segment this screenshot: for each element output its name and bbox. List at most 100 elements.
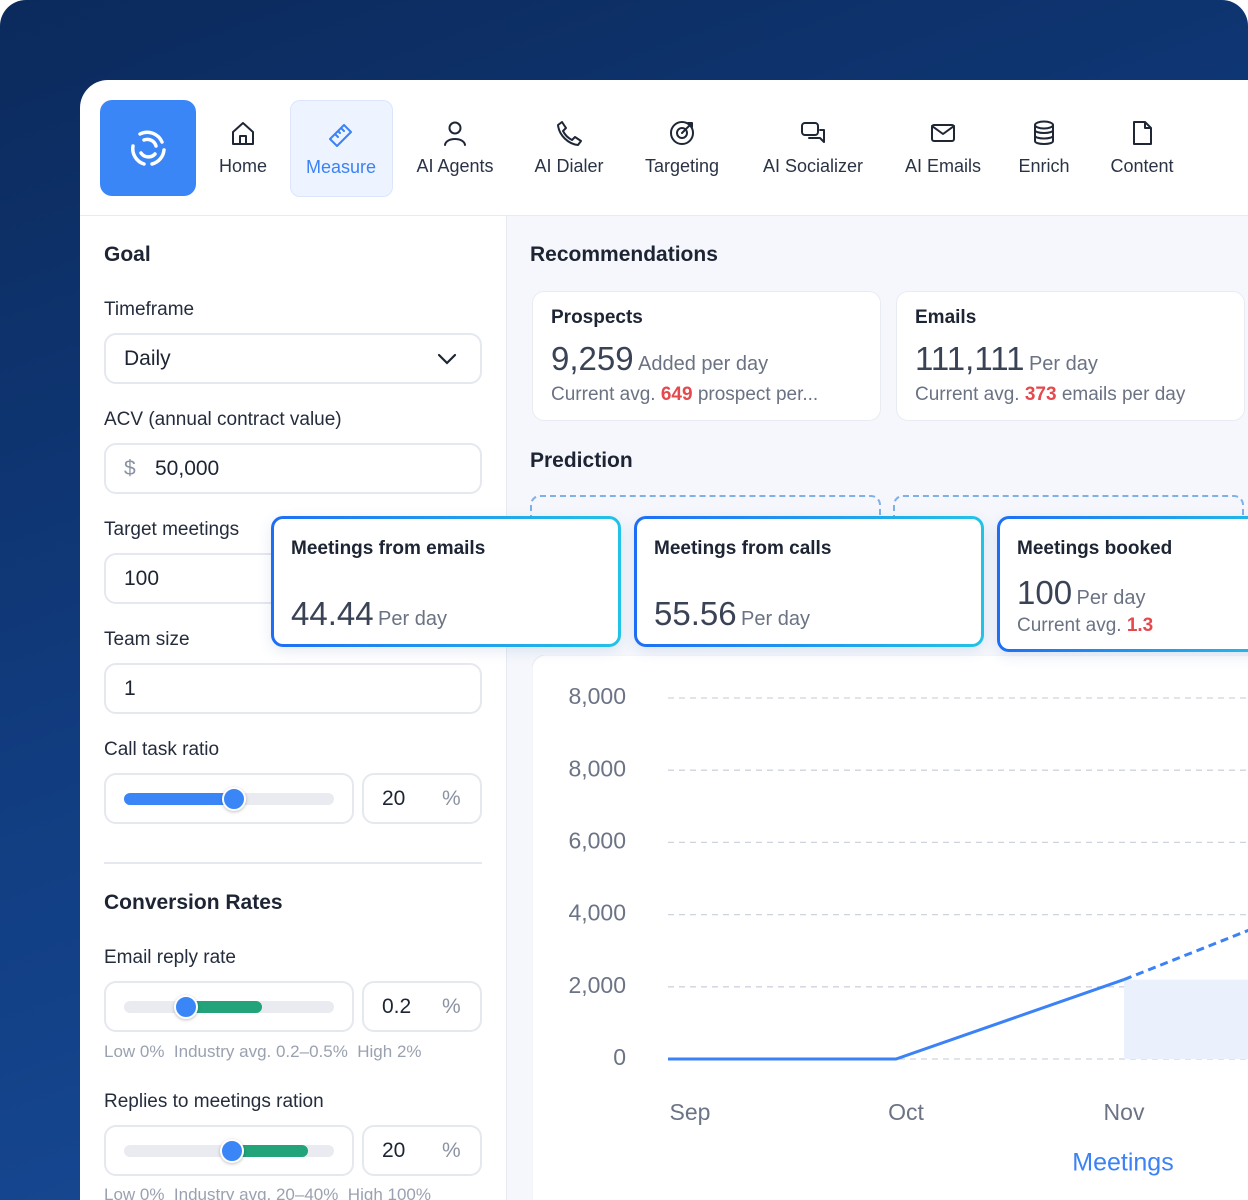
divider: [80, 215, 1248, 216]
field-label: ACV (annual contract value): [104, 409, 342, 430]
card-title: Meetings from emails: [291, 538, 486, 559]
input-value: 0.2: [382, 995, 412, 1018]
nav-item[interactable]: Measure: [289, 100, 393, 197]
field-label: Replies to meetings ration: [104, 1091, 324, 1112]
card-unit: Per day: [1076, 587, 1146, 609]
slider-thumb[interactable]: [220, 1139, 244, 1163]
nav-item[interactable]: AI Socializer: [758, 100, 868, 195]
chart: 0 2,000 4,000 6,000 8,000 8,000 Sep Oct Nov Meeti…: [532, 655, 1248, 1200]
avg-prefix: Current avg.: [915, 384, 1020, 405]
unit: %: [442, 995, 461, 1018]
card-unit: Per day: [378, 608, 447, 630]
nav-label: Home: [218, 156, 267, 176]
nav-item[interactable]: Home: [188, 100, 298, 195]
nav-label: Targeting: [644, 156, 720, 176]
prediction-card: Meetings booked 100 Per day Current avg.…: [997, 516, 1248, 652]
nav-label: Content: [1110, 156, 1174, 176]
card-value-row: 111,111 Per day: [915, 340, 1098, 378]
prediction-card: Meetings from calls 55.56 Per day: [634, 516, 984, 647]
chart-card: [532, 655, 1248, 1200]
field-label: Timeframe: [104, 299, 195, 320]
select-value: Daily: [124, 347, 171, 370]
slider-thumb[interactable]: [174, 995, 198, 1019]
field-label: Team size: [104, 629, 190, 650]
nav-item[interactable]: Enrich: [989, 100, 1099, 195]
card-unit: Per day: [1028, 353, 1098, 375]
line-forecast: [1123, 928, 1248, 981]
y-tick-label: 2,000: [568, 972, 626, 998]
input[interactable]: 0.2 %: [362, 981, 482, 1032]
logo-icon: [131, 130, 166, 166]
slider[interactable]: [104, 1125, 354, 1176]
nav-label: AI Socializer: [762, 156, 864, 176]
slider[interactable]: [104, 981, 354, 1032]
avg-value: 1.3: [1126, 615, 1154, 636]
nav-item[interactable]: Content: [1087, 100, 1197, 195]
card-title: Emails: [915, 307, 977, 328]
nav-item[interactable]: AI Dialer: [514, 100, 624, 195]
nav-label: Measure: [305, 157, 377, 177]
section-title: Goal: [104, 243, 151, 266]
card-average: Current avg. 1.3: [1017, 615, 1153, 637]
x-tick-label: Nov: [1104, 1099, 1145, 1125]
card-value-row: 9,259 Added per day: [551, 340, 768, 378]
nav-label: AI Agents: [416, 156, 494, 176]
card-title: Meetings from calls: [654, 538, 832, 559]
nav-item[interactable]: Targeting: [627, 100, 737, 195]
slider[interactable]: [104, 773, 354, 824]
nav-item[interactable]: AI Emails: [888, 100, 998, 195]
hint: Low 0% Industry avg. 0.2–0.5% High 2%: [104, 1042, 422, 1061]
y-tick-label: 8,000: [568, 755, 626, 781]
card-average: Current avg. 373 emails per day: [915, 384, 1185, 406]
nav-icon: [801, 122, 825, 143]
y-tick-label: 8,000: [568, 683, 626, 709]
input-value: 20: [382, 787, 406, 810]
select[interactable]: Daily: [104, 333, 482, 384]
section-title: Conversion Rates: [104, 891, 283, 914]
avg-prefix: Current avg.: [1017, 615, 1122, 636]
field-label: Call task ratio: [104, 739, 220, 760]
nav-label: AI Dialer: [534, 156, 604, 176]
chevron: [437, 353, 457, 365]
nav-icon: [557, 121, 582, 146]
avg-suffix: emails per day: [1061, 384, 1186, 405]
recommendation-card: Prospects 9,259 Added per day Current av…: [532, 291, 881, 421]
avg-value: 373: [1024, 384, 1057, 405]
field-label: Email reply rate: [104, 947, 236, 968]
card-value: 9,259: [551, 340, 634, 377]
card-average: Current avg. 649 prospect per...: [551, 384, 818, 406]
field-label: Target meetings: [104, 519, 240, 540]
input[interactable]: $ 50,000: [104, 443, 482, 494]
nav-icon: [232, 122, 254, 145]
input[interactable]: 20 %: [362, 1125, 482, 1176]
y-tick-label: 6,000: [568, 827, 626, 853]
section-title: Prediction: [530, 449, 633, 472]
currency: $: [124, 457, 136, 480]
slider-thumb[interactable]: [222, 787, 246, 811]
input[interactable]: 20 %: [362, 773, 482, 824]
placeholder-outline: [893, 495, 1244, 525]
nav-icon: [329, 124, 352, 147]
avg-suffix: prospect per...: [697, 384, 819, 405]
input-value: 20: [382, 1139, 406, 1162]
card-unit: Added per day: [638, 353, 769, 375]
hint: Low 0% Industry avg. 20–40% High 100%: [104, 1185, 431, 1200]
forecast-region: [1124, 979, 1248, 1059]
nav-item[interactable]: AI Agents: [400, 100, 510, 195]
card-value: 44.44: [291, 595, 374, 632]
nav-icon: [931, 124, 955, 142]
nav-label: Enrich: [1018, 156, 1070, 176]
input[interactable]: 1: [104, 663, 482, 714]
nav-icon: [444, 121, 466, 146]
input-value: 50,000: [155, 457, 220, 480]
input-value: 1: [124, 677, 136, 700]
recommendation-card: Emails 111,111 Per day Current avg. 373 …: [896, 291, 1245, 421]
avg-value: 649: [660, 384, 693, 405]
line-actual: [668, 978, 1125, 1061]
unit: %: [442, 787, 461, 810]
card-value-row: 100 Per day: [1017, 574, 1145, 612]
unit: %: [442, 1139, 461, 1162]
logo[interactable]: [100, 100, 196, 196]
y-tick-label: 0: [613, 1044, 626, 1070]
